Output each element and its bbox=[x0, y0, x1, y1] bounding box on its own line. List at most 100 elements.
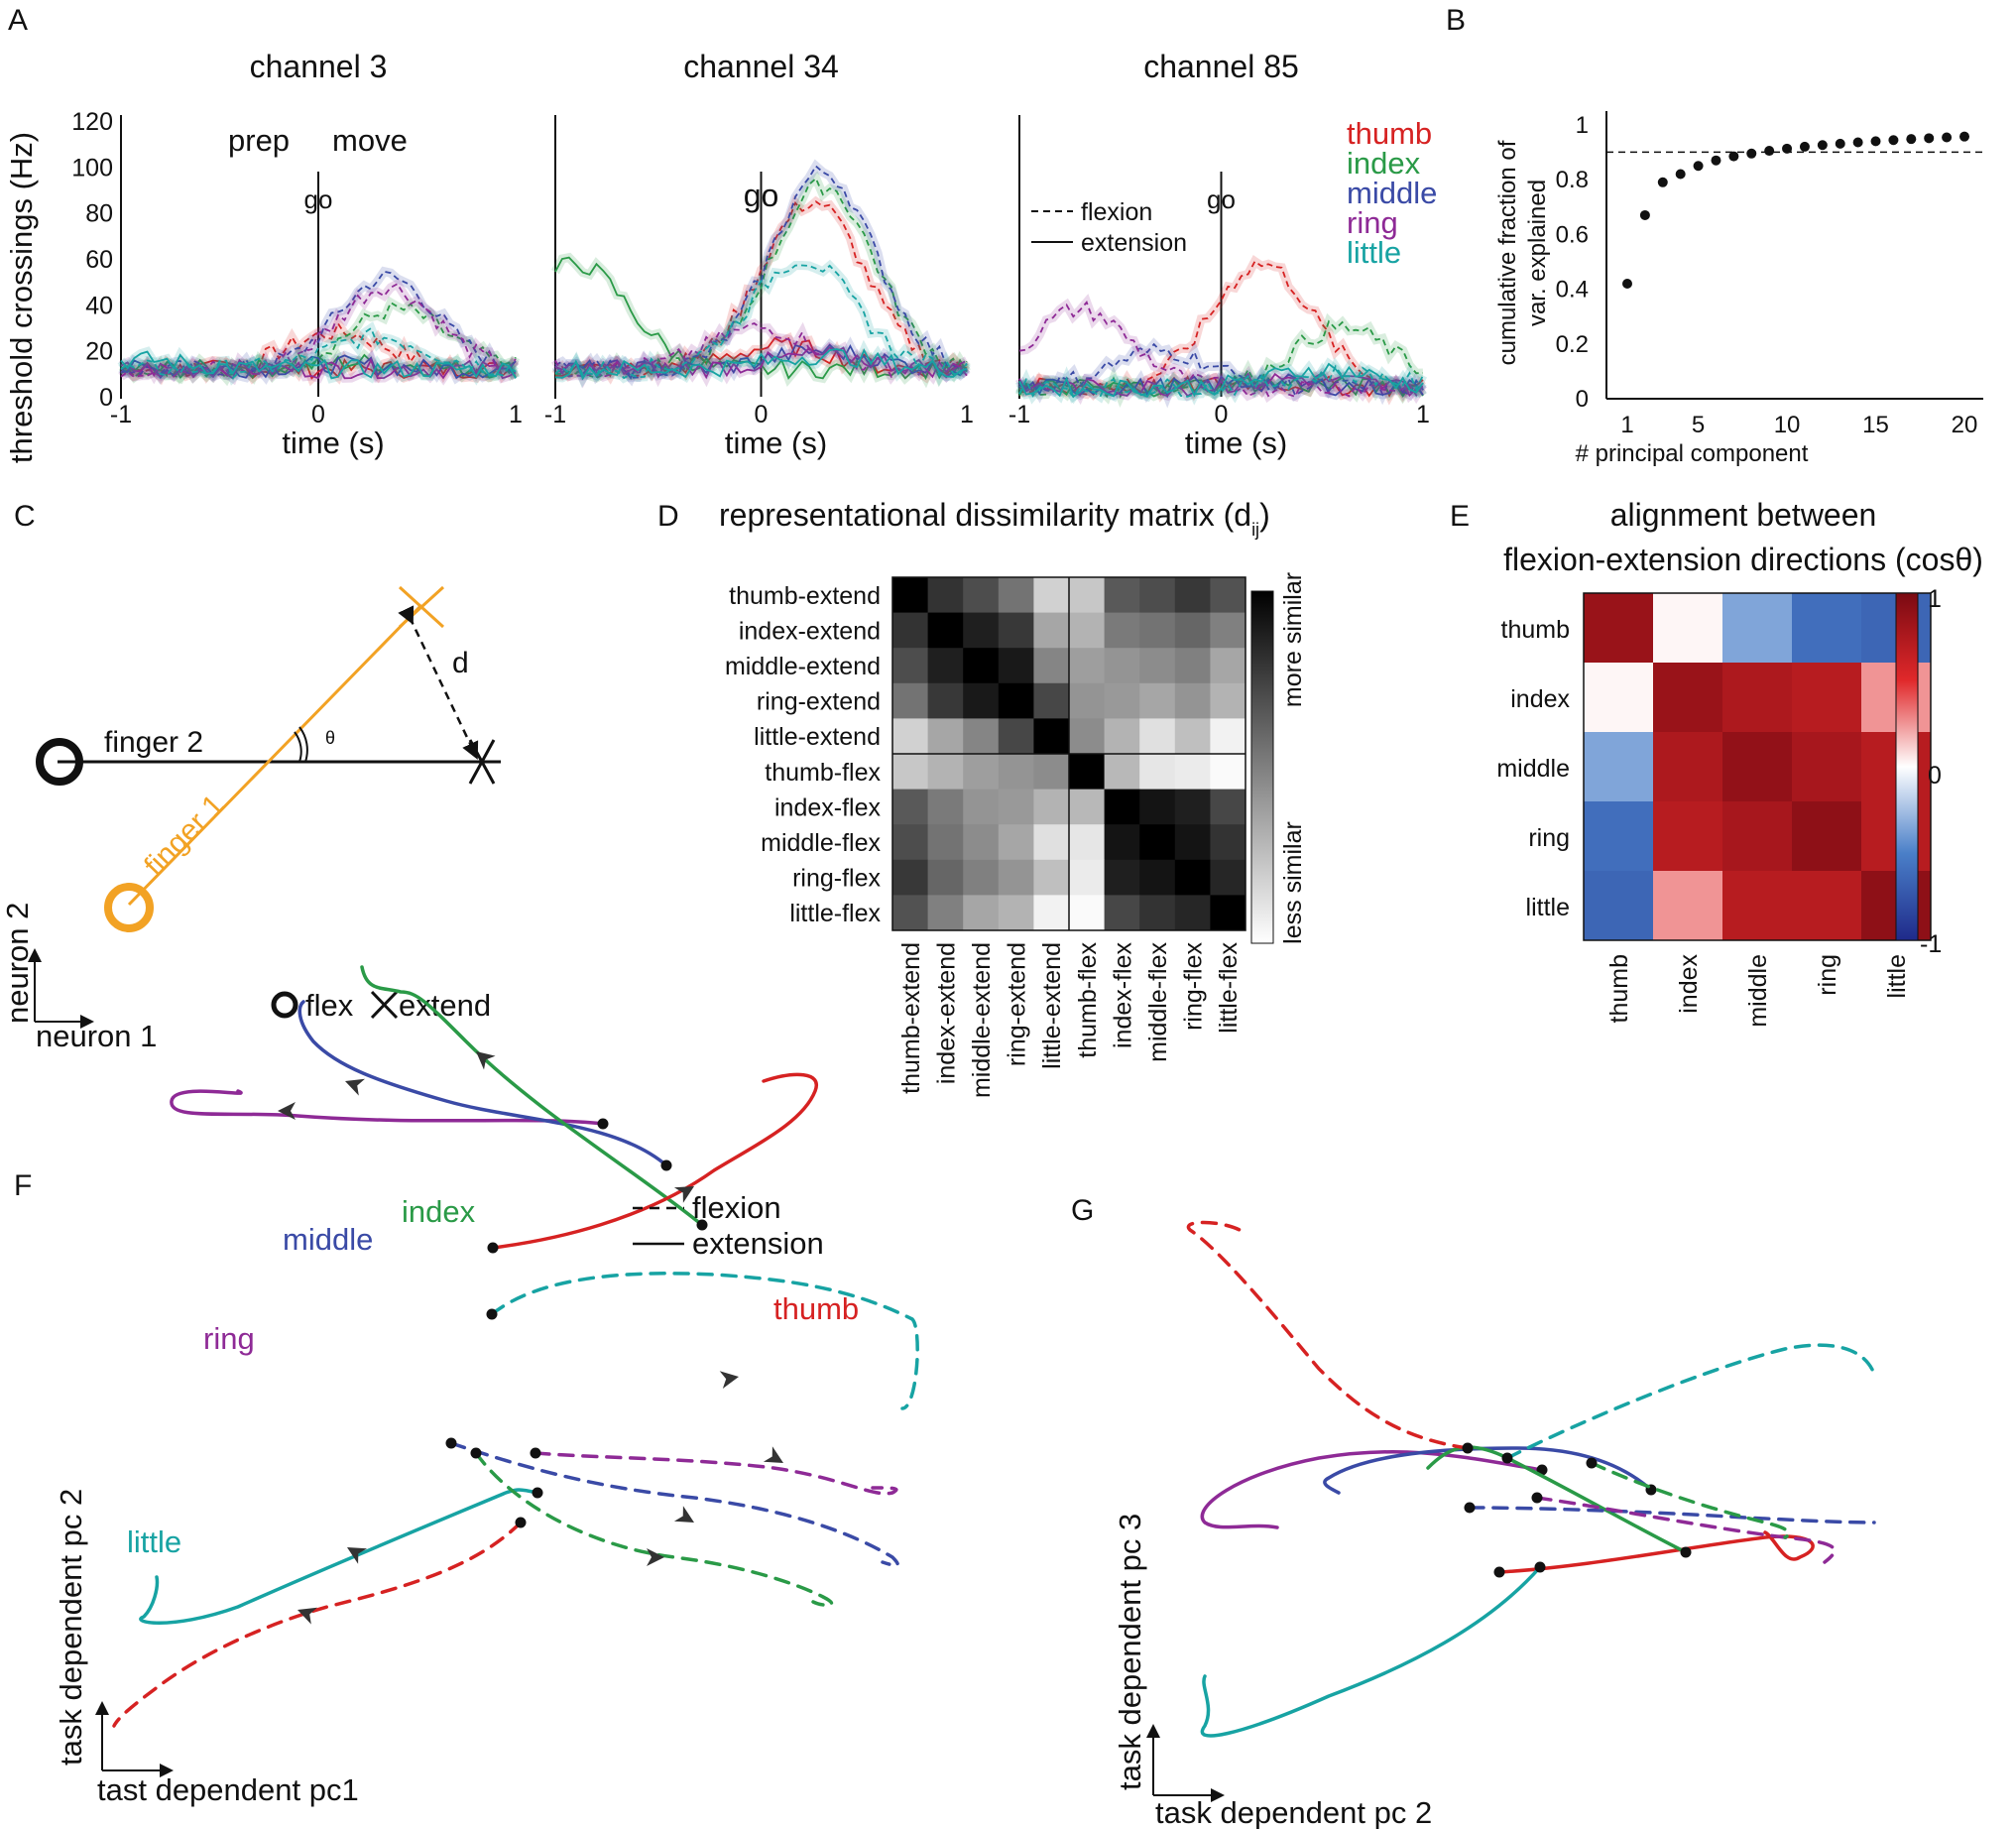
panel-c: finger 2 finger 1 d θ neuron 1 neuron 2 … bbox=[0, 585, 501, 1053]
panelF-start-ring-flex bbox=[530, 1447, 541, 1459]
b-ytick-3: 0.6 bbox=[1556, 221, 1589, 248]
trace-ring-flex-a1 bbox=[120, 283, 517, 378]
panel-b-xlabel: # principal component bbox=[1576, 440, 1809, 467]
rdm-cell-6-0 bbox=[892, 789, 929, 825]
rdm-col-label-6: index-flex bbox=[1109, 942, 1136, 1048]
rdm-col-label-3: ring-extend bbox=[1004, 942, 1031, 1066]
rdm-cell-3-0 bbox=[892, 682, 929, 719]
rdm-col-label-1: index-extend bbox=[932, 942, 960, 1084]
panelF-traj-little-flex bbox=[490, 1272, 919, 1410]
y-tick-a-120: 120 bbox=[71, 108, 113, 136]
trace-index-ext-a1 bbox=[120, 353, 517, 379]
rdm-col-label-9: little-flex bbox=[1215, 942, 1243, 1034]
rdm-cell-2-7 bbox=[1139, 648, 1176, 684]
panelF-start-index-flex bbox=[470, 1447, 482, 1459]
rdm-cell-2-3 bbox=[998, 648, 1034, 684]
y-tick-a-0: 0 bbox=[99, 384, 113, 412]
align-cell-2-3 bbox=[1792, 732, 1862, 802]
rdm-cell-4-4 bbox=[1033, 718, 1070, 755]
rdm-cell-4-3 bbox=[998, 718, 1034, 755]
rdm-cell-5-9 bbox=[1210, 754, 1246, 791]
panelF-start-ring-ext bbox=[597, 1118, 609, 1130]
rdm-cell-8-8 bbox=[1174, 859, 1211, 896]
trace-little-ext-a1 bbox=[120, 350, 517, 380]
panelG-traj-little-ext bbox=[1200, 1565, 1542, 1738]
trace-thumb-flex-a2 bbox=[554, 200, 968, 378]
rdm-cell-0-9 bbox=[1210, 577, 1246, 614]
panelF-traj-index-ext bbox=[360, 965, 704, 1227]
trace-little-ext-a3 bbox=[1018, 362, 1424, 399]
y-tick-a-100: 100 bbox=[71, 154, 113, 182]
rdm-cell-7-3 bbox=[998, 824, 1034, 861]
rdm-cell-0-1 bbox=[927, 577, 964, 614]
panelF-arrow-ring-0 bbox=[763, 1446, 783, 1463]
rdm-cell-7-4 bbox=[1033, 824, 1070, 861]
b-ytick-0: 0 bbox=[1576, 386, 1589, 413]
rdm-cell-5-4 bbox=[1033, 754, 1070, 791]
align-cell-2-2 bbox=[1722, 732, 1793, 802]
theta-arc-outer bbox=[294, 731, 302, 763]
align-col-label-2: middle bbox=[1744, 954, 1772, 1028]
align-cell-0-1 bbox=[1653, 593, 1723, 664]
b-point-1 bbox=[1622, 279, 1632, 289]
rdm-col-label-7: middle-flex bbox=[1144, 942, 1172, 1062]
rdm-cell-9-6 bbox=[1104, 895, 1140, 931]
align-col-label-1: index bbox=[1675, 954, 1703, 1014]
panelG-start-index-ext bbox=[1680, 1546, 1692, 1558]
rdm-cell-6-3 bbox=[998, 789, 1034, 825]
panel-label-f: F bbox=[14, 1169, 32, 1202]
align-row-label-2: middle bbox=[1496, 755, 1570, 783]
align-cell-4-3 bbox=[1792, 871, 1862, 941]
rdm-cell-5-5 bbox=[1069, 754, 1106, 791]
panel-label-d: D bbox=[657, 500, 679, 533]
trace-ring-ext-a2 bbox=[554, 346, 968, 381]
rdm-cell-4-1 bbox=[927, 718, 964, 755]
trace-middle-ext-a2 bbox=[554, 343, 968, 380]
rdm-cell-1-1 bbox=[927, 612, 964, 649]
rdm-cell-5-6 bbox=[1104, 754, 1140, 791]
rdm-cell-9-8 bbox=[1174, 895, 1211, 931]
finger1-line bbox=[127, 603, 423, 907]
channel-title-3: channel 85 bbox=[1143, 49, 1299, 84]
panelF-start-thumb-ext bbox=[487, 1242, 499, 1254]
align-cell-0-2 bbox=[1722, 593, 1793, 664]
move-label: move bbox=[332, 123, 408, 158]
align-row-label-4: little bbox=[1526, 894, 1570, 921]
panelF-arrow-little-0 bbox=[719, 1371, 739, 1389]
panel-label-b: B bbox=[1446, 4, 1466, 37]
b-xtick-4: 20 bbox=[1952, 412, 1978, 438]
panelG-traj-ring-ext bbox=[1200, 1449, 1544, 1529]
panel-e-title-2: flexion-extension directions (cosθ) bbox=[1503, 542, 1983, 577]
panel-f-xlabel: tast dependent pc1 bbox=[97, 1772, 359, 1807]
align-cell-2-1 bbox=[1653, 732, 1723, 802]
rdm-cell-5-8 bbox=[1174, 754, 1211, 791]
align-cell-1-2 bbox=[1722, 663, 1793, 733]
panel-e-ctick-1: 1 bbox=[1928, 585, 1942, 613]
rdm-row-label-9: little-flex bbox=[789, 900, 881, 927]
panel-e-ctick-0: 0 bbox=[1928, 762, 1942, 790]
rdm-row-label-0: thumb-extend bbox=[729, 582, 881, 610]
rdm-cell-0-8 bbox=[1174, 577, 1211, 614]
b-point-4 bbox=[1675, 169, 1686, 180]
panelF-arrow-index-0 bbox=[476, 1051, 496, 1070]
x-label-a2: time (s) bbox=[725, 426, 827, 460]
trace-ring-flex-a2 bbox=[554, 322, 968, 379]
legend-flex-label: flex bbox=[305, 988, 354, 1023]
rdm-cell-1-2 bbox=[963, 612, 1000, 649]
panel-e-title-1: alignment between bbox=[1610, 497, 1877, 533]
rdm-cell-3-4 bbox=[1033, 682, 1070, 719]
panel-a-ylabel: threshold crossings (Hz) bbox=[4, 132, 39, 463]
panel-e: thumb thumb index index middle middle ring ring… bbox=[1496, 592, 1932, 1028]
b-point-8 bbox=[1746, 148, 1757, 159]
panelF-traj-middle-ext bbox=[297, 1000, 668, 1167]
b-xtick-2: 10 bbox=[1774, 412, 1801, 438]
rdm-cell-2-2 bbox=[963, 648, 1000, 684]
rdm-cell-7-7 bbox=[1139, 824, 1176, 861]
panelF-start-middle-ext bbox=[660, 1159, 672, 1171]
b-point-14 bbox=[1852, 137, 1863, 148]
rdm-cell-2-4 bbox=[1033, 648, 1070, 684]
rdm-cell-0-0 bbox=[892, 577, 929, 614]
rdm-cell-3-3 bbox=[998, 682, 1034, 719]
align-col-label-0: thumb bbox=[1605, 954, 1633, 1023]
finger1-label: finger 1 bbox=[138, 789, 230, 883]
